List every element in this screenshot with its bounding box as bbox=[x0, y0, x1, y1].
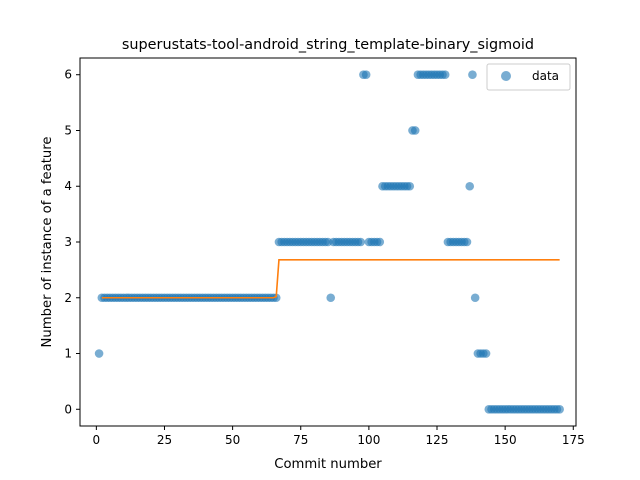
data-point bbox=[356, 237, 366, 247]
x-tick-label: 0 bbox=[93, 433, 101, 447]
x-tick-label: 75 bbox=[293, 433, 308, 447]
x-tick-label: 100 bbox=[357, 433, 380, 447]
data-point bbox=[468, 70, 477, 80]
y-tick-label: 3 bbox=[64, 235, 72, 249]
data-point bbox=[271, 293, 281, 303]
chart-title: superustats-tool-android_string_template… bbox=[122, 37, 534, 53]
data-point bbox=[481, 349, 491, 358]
legend-marker-data bbox=[501, 71, 511, 81]
data-point bbox=[410, 126, 420, 135]
data-point bbox=[405, 181, 415, 191]
data-point bbox=[375, 237, 385, 247]
y-tick-label: 2 bbox=[64, 291, 72, 305]
x-axis-label: Commit number bbox=[274, 457, 382, 472]
x-tick-label: 125 bbox=[426, 433, 449, 447]
data-point bbox=[465, 181, 475, 191]
data-point bbox=[94, 349, 104, 358]
data-point bbox=[462, 237, 472, 247]
y-tick-label: 6 bbox=[64, 68, 72, 82]
y-tick-label: 5 bbox=[64, 123, 72, 137]
y-tick-label: 0 bbox=[64, 402, 72, 416]
y-tick-label: 1 bbox=[64, 347, 72, 361]
legend-frame bbox=[486, 63, 571, 91]
data-point bbox=[326, 293, 336, 303]
legend-label-data: data bbox=[532, 69, 559, 83]
data-point bbox=[440, 70, 450, 80]
x-tick-label: 50 bbox=[225, 433, 240, 447]
data-point bbox=[361, 70, 371, 80]
x-tick-label: 150 bbox=[494, 433, 517, 447]
x-tick-label: 25 bbox=[157, 433, 172, 447]
plot-area: 0 25 50 75 100 125 150 175 0 1 2 3 4 5 6 bbox=[64, 57, 585, 447]
data-point bbox=[555, 404, 564, 414]
data-point bbox=[470, 293, 480, 303]
y-tick-label: 4 bbox=[64, 179, 72, 193]
fit-line bbox=[101, 259, 560, 299]
y-axis-label: Number of instance of a feature bbox=[40, 137, 55, 348]
legend: data bbox=[486, 63, 571, 91]
x-tick-label: 175 bbox=[562, 433, 585, 447]
